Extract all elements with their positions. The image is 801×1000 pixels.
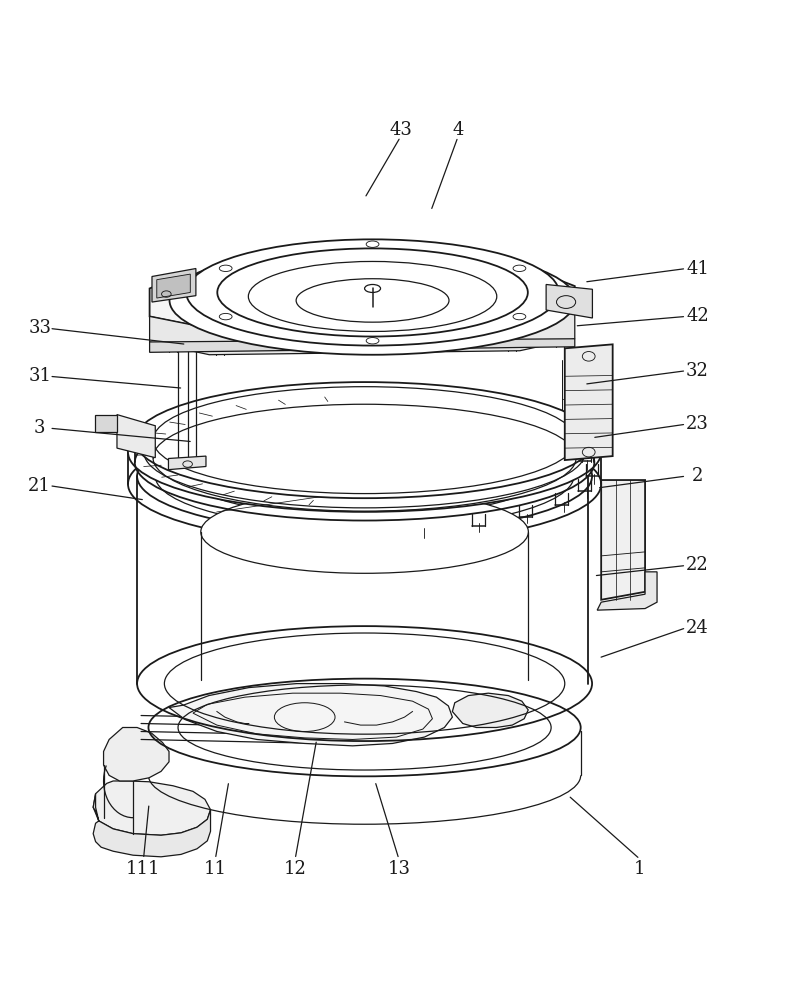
Text: 41: 41 [686, 260, 709, 278]
Polygon shape [152, 269, 196, 302]
Ellipse shape [135, 382, 594, 498]
Text: 13: 13 [388, 860, 410, 878]
Text: 42: 42 [686, 307, 709, 325]
Text: 11: 11 [203, 860, 227, 878]
Text: 12: 12 [284, 860, 307, 878]
Polygon shape [169, 684, 453, 746]
Polygon shape [150, 339, 575, 352]
Text: 111: 111 [127, 860, 161, 878]
Polygon shape [453, 693, 528, 727]
Text: 31: 31 [28, 367, 51, 385]
Text: 33: 33 [28, 319, 51, 337]
Text: 23: 23 [686, 415, 709, 433]
Polygon shape [93, 781, 211, 835]
Ellipse shape [128, 392, 602, 512]
Polygon shape [598, 572, 657, 610]
Polygon shape [565, 344, 613, 460]
Polygon shape [95, 415, 117, 432]
Text: 3: 3 [34, 419, 46, 437]
Ellipse shape [217, 248, 528, 337]
Polygon shape [93, 794, 211, 857]
Polygon shape [546, 284, 593, 318]
Ellipse shape [170, 246, 576, 355]
Ellipse shape [296, 279, 449, 322]
Text: 22: 22 [686, 556, 709, 574]
Ellipse shape [153, 387, 576, 494]
Polygon shape [150, 274, 575, 328]
Polygon shape [103, 727, 169, 781]
Polygon shape [168, 456, 206, 470]
Polygon shape [117, 415, 155, 458]
Polygon shape [150, 312, 575, 355]
Text: 24: 24 [686, 619, 709, 637]
Text: 1: 1 [634, 860, 646, 878]
Text: 43: 43 [389, 121, 412, 139]
Ellipse shape [248, 261, 497, 331]
Text: 4: 4 [453, 121, 464, 139]
Text: 21: 21 [28, 477, 51, 495]
Polygon shape [602, 480, 645, 600]
Ellipse shape [187, 239, 559, 346]
Text: 2: 2 [692, 467, 703, 485]
Polygon shape [157, 274, 191, 298]
Ellipse shape [201, 491, 529, 573]
Text: 32: 32 [686, 362, 709, 380]
